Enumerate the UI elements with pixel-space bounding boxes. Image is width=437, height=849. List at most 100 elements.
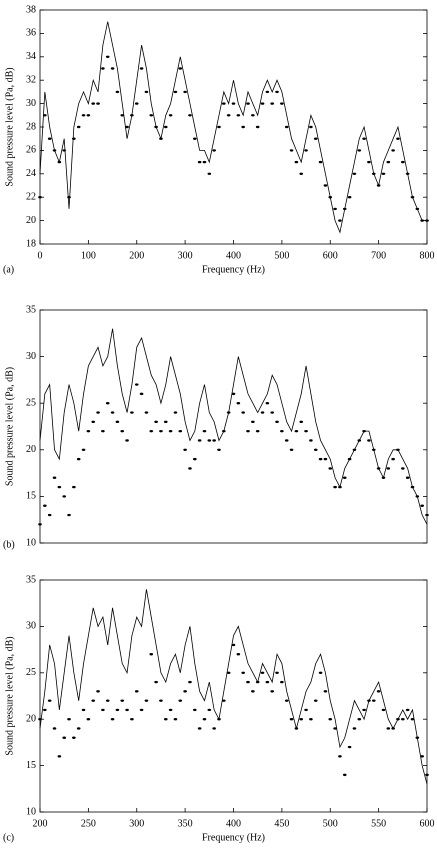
x-axis-label: Frequency (Hz) <box>202 264 265 275</box>
data-point <box>202 718 207 721</box>
y-tick-label: 15 <box>26 760 36 771</box>
data-point <box>62 149 66 152</box>
data-point <box>110 67 115 70</box>
data-point <box>62 495 66 498</box>
data-point <box>105 402 110 405</box>
data-point <box>86 429 91 433</box>
data-point <box>405 708 410 712</box>
y-tick-label: 28 <box>26 121 36 132</box>
data-point <box>38 523 42 526</box>
x-tick-label: 700 <box>371 250 386 261</box>
data-point <box>241 125 245 129</box>
data-point <box>396 137 400 140</box>
data-point <box>246 102 250 105</box>
y-tick-label: 26 <box>26 145 36 156</box>
data-point <box>367 439 371 442</box>
data-point <box>57 755 62 758</box>
data-point <box>401 718 405 721</box>
data-point <box>405 172 410 175</box>
data-point <box>260 411 265 414</box>
data-point <box>217 448 221 451</box>
data-point <box>183 448 187 451</box>
y-tick-label: 24 <box>26 168 36 179</box>
data-point <box>139 67 144 70</box>
data-point <box>130 114 134 117</box>
data-point <box>246 429 250 433</box>
data-point <box>318 160 323 164</box>
y-tick-label: 35 <box>26 574 36 585</box>
data-point <box>96 411 100 414</box>
data-point <box>159 699 163 702</box>
data-point <box>120 429 125 433</box>
y-tick-label: 22 <box>26 191 36 202</box>
data-point <box>401 160 405 164</box>
data-point <box>226 114 231 117</box>
y-tick-label: 34 <box>26 51 36 62</box>
data-point <box>323 690 328 693</box>
data-point <box>168 708 173 712</box>
data-point <box>415 495 420 498</box>
data-point <box>270 102 275 105</box>
data-point <box>236 653 241 656</box>
data-point <box>333 727 337 730</box>
data-point <box>110 411 115 414</box>
data-point <box>328 718 333 721</box>
data-point <box>67 513 71 517</box>
data-point <box>163 125 168 129</box>
x-tick-label: 300 <box>178 250 193 261</box>
y-tick-label: 10 <box>26 806 36 817</box>
data-point <box>352 448 357 451</box>
data-point <box>52 149 57 152</box>
data-point <box>280 102 284 105</box>
x-tick-label: 450 <box>274 818 289 829</box>
data-point <box>284 125 289 129</box>
data-point <box>371 448 376 451</box>
data-point <box>91 699 96 702</box>
data-point <box>381 476 386 479</box>
x-tick-label: 350 <box>178 818 193 829</box>
data-point <box>425 219 429 222</box>
data-point <box>425 513 429 517</box>
data-point <box>91 420 96 424</box>
data-point <box>178 67 183 70</box>
data-point <box>255 680 260 684</box>
data-point <box>299 172 304 175</box>
data-point <box>304 149 308 152</box>
data-point <box>309 439 313 442</box>
data-point <box>193 708 197 712</box>
data-point <box>405 476 410 479</box>
data-point <box>294 429 299 433</box>
data-point <box>110 718 115 721</box>
data-point <box>52 476 57 479</box>
data-point <box>251 114 255 117</box>
data-point <box>371 699 376 702</box>
data-point <box>149 653 154 656</box>
data-point <box>367 160 371 164</box>
data-point <box>43 114 47 117</box>
data-point <box>391 149 395 152</box>
data-point <box>260 102 265 105</box>
data-point <box>381 172 386 175</box>
data-point <box>304 708 308 712</box>
data-point <box>81 114 86 117</box>
data-point <box>371 172 376 175</box>
data-point <box>72 485 76 489</box>
data-point <box>376 184 381 187</box>
data-point <box>163 718 168 721</box>
data-point <box>212 439 216 442</box>
y-tick-label: 15 <box>26 491 36 502</box>
data-point <box>72 736 76 739</box>
panel-label: (a) <box>3 264 14 275</box>
data-point <box>222 102 226 105</box>
data-point <box>241 671 245 674</box>
data-point <box>241 411 245 414</box>
data-point <box>376 690 381 693</box>
data-point <box>173 90 178 94</box>
data-point <box>357 149 362 152</box>
data-point <box>105 699 110 702</box>
data-point <box>420 219 424 222</box>
data-point <box>47 699 52 702</box>
data-point <box>367 699 371 702</box>
data-point <box>376 467 381 470</box>
